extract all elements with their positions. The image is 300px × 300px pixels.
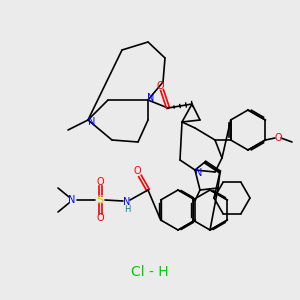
Text: O: O (133, 166, 141, 176)
Text: Cl - H: Cl - H (131, 265, 169, 279)
Text: N: N (123, 197, 131, 207)
Text: S: S (96, 195, 103, 205)
Text: N: N (68, 195, 76, 205)
Text: N: N (147, 93, 155, 103)
Text: N: N (195, 168, 203, 178)
Text: O: O (156, 81, 164, 91)
Text: O: O (96, 213, 104, 223)
Text: H: H (124, 205, 130, 214)
Text: O: O (274, 133, 282, 143)
Text: N: N (88, 117, 96, 127)
Text: O: O (96, 177, 104, 187)
